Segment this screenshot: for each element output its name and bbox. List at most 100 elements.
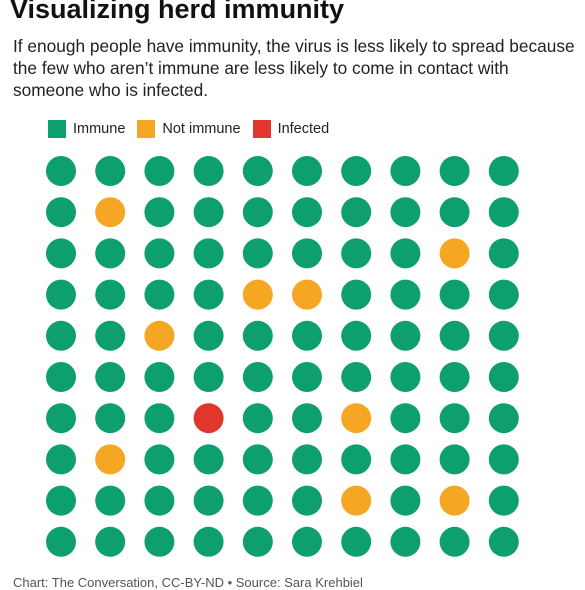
dot-immune-r4-c7 [341, 279, 372, 310]
dot-immune-r7-c1 [46, 403, 76, 434]
dot-infected-r7-c4 [193, 403, 224, 434]
dot-not-immune-r4-c5 [242, 279, 273, 310]
dot-immune-r10-c7 [341, 526, 372, 557]
dot-immune-r2-c5 [242, 197, 273, 228]
dot-immune-r5-c1 [46, 320, 76, 351]
dot-immune-r3-c3 [144, 238, 175, 269]
dot-immune-r3-c8 [390, 238, 421, 269]
dot-immune-r10-c3 [144, 526, 175, 557]
chart-footer: Chart: The Conversation, CC-BY-ND • Sour… [13, 575, 363, 590]
dot-immune-r2-c9 [439, 197, 470, 228]
chart-title: Visualizing herd immunity [10, 0, 345, 24]
dot-immune-r2-c1 [46, 197, 76, 228]
dot-immune-r3-c1 [46, 238, 76, 269]
dot-immune-r2-c7 [341, 197, 372, 228]
dot-immune-r5-c4 [193, 320, 224, 351]
dot-immune-r1-c7 [341, 156, 372, 186]
dot-immune-r5-c7 [341, 320, 372, 351]
dot-immune-r1-c3 [144, 156, 175, 186]
dot-immune-r1-c9 [439, 156, 470, 186]
legend-item-not-immune: Not immune [137, 120, 241, 138]
dot-immune-r8-c10 [488, 444, 519, 475]
dot-immune-r3-c6 [292, 238, 322, 269]
dot-immune-r5-c8 [390, 320, 421, 351]
legend-item-immune: Immune [48, 120, 125, 138]
legend-swatch-infected [252, 120, 271, 138]
dot-immune-r7-c8 [390, 403, 421, 434]
dot-immune-r7-c9 [439, 403, 470, 434]
dot-immune-r8-c7 [341, 444, 372, 475]
dot-immune-r6-c4 [193, 362, 224, 392]
dot-immune-r2-c10 [488, 197, 519, 228]
dot-immune-r10-c6 [292, 526, 322, 557]
dot-immune-r9-c6 [292, 485, 322, 516]
dot-immune-r8-c8 [390, 444, 421, 475]
dot-immune-r3-c4 [193, 238, 224, 269]
dot-immune-r1-c10 [488, 156, 519, 186]
dot-immune-r7-c3 [144, 403, 175, 434]
dot-immune-r10-c1 [46, 526, 76, 557]
dot-immune-r10-c8 [390, 526, 421, 557]
legend-swatch-immune [48, 120, 66, 138]
dot-immune-r10-c10 [488, 526, 519, 557]
dot-immune-r6-c9 [439, 362, 470, 392]
dot-immune-r1-c2 [95, 156, 126, 186]
dot-immune-r10-c9 [439, 526, 470, 557]
dot-immune-r9-c5 [242, 485, 273, 516]
dot-immune-r7-c10 [488, 403, 519, 434]
dot-immune-r4-c1 [46, 279, 76, 310]
dot-immune-r8-c5 [242, 444, 273, 475]
dot-immune-r3-c7 [341, 238, 372, 269]
dot-immune-r2-c4 [193, 197, 224, 228]
dot-immune-r3-c2 [95, 238, 126, 269]
dot-immune-r3-c10 [488, 238, 519, 269]
dot-immune-r6-c10 [488, 362, 519, 392]
dot-immune-r9-c3 [144, 485, 175, 516]
dot-immune-r2-c6 [292, 197, 322, 228]
dot-immune-r4-c10 [488, 279, 519, 310]
dot-immune-r8-c4 [193, 444, 224, 475]
dot-immune-r5-c9 [439, 320, 470, 351]
dot-immune-r6-c6 [292, 362, 322, 392]
dot-immune-r5-c5 [242, 320, 273, 351]
dot-immune-r8-c6 [292, 444, 322, 475]
dot-immune-r4-c3 [144, 279, 175, 310]
dot-immune-r1-c6 [292, 156, 322, 186]
dot-immune-r5-c2 [95, 320, 126, 351]
dot-not-immune-r2-c2 [95, 197, 126, 228]
dot-immune-r8-c9 [439, 444, 470, 475]
legend-label-not-immune: Not immune [162, 121, 241, 137]
dot-immune-r6-c2 [95, 362, 126, 392]
dot-immune-r10-c5 [242, 526, 273, 557]
dot-immune-r5-c10 [488, 320, 519, 351]
dot-not-immune-r9-c7 [341, 485, 372, 516]
dot-immune-r7-c6 [292, 403, 322, 434]
dot-not-immune-r5-c3 [144, 320, 175, 351]
dot-immune-r8-c1 [46, 444, 76, 475]
dot-immune-r1-c4 [193, 156, 224, 186]
dot-not-immune-r4-c6 [292, 279, 322, 310]
dot-not-immune-r8-c2 [95, 444, 126, 475]
dot-immune-r6-c8 [390, 362, 421, 392]
chart-subtitle: If enough people have immunity, the viru… [13, 36, 575, 100]
dot-not-immune-r7-c7 [341, 403, 372, 434]
dot-immune-r2-c3 [144, 197, 175, 228]
legend-item-infected: Infected [252, 120, 329, 138]
dot-immune-r9-c10 [488, 485, 519, 516]
dot-immune-r5-c6 [292, 320, 322, 351]
legend-label-immune: Immune [73, 121, 126, 137]
dot-immune-r1-c5 [242, 156, 273, 186]
dot-immune-r3-c5 [242, 238, 273, 269]
dot-immune-r9-c2 [95, 485, 126, 516]
dot-immune-r9-c4 [193, 485, 224, 516]
dot-immune-r4-c9 [439, 279, 470, 310]
dot-immune-r10-c4 [193, 526, 224, 557]
legend-swatch-not-immune [137, 120, 156, 138]
dot-immune-r4-c2 [95, 279, 126, 310]
dot-not-immune-r3-c9 [439, 238, 470, 269]
dot-immune-r10-c2 [95, 526, 126, 557]
dot-immune-r4-c4 [193, 279, 224, 310]
dot-immune-r6-c1 [46, 362, 76, 392]
dot-immune-r4-c8 [390, 279, 421, 310]
